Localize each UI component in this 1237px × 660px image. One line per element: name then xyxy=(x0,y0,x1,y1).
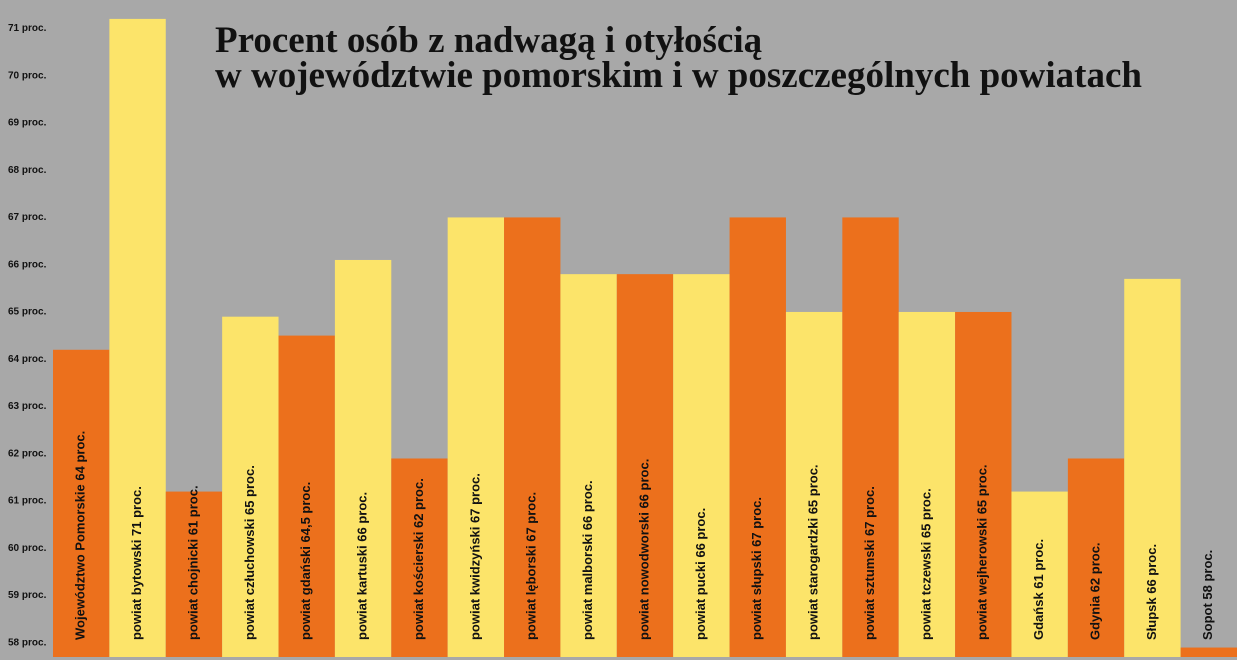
category-label: Gdynia 62 proc. xyxy=(1087,542,1102,640)
bar xyxy=(53,349,110,657)
y-tick-label: 71 proc. xyxy=(8,23,47,34)
bar xyxy=(1180,647,1237,657)
category-label: powiat pucki 66 proc. xyxy=(693,508,708,640)
bar xyxy=(391,458,448,657)
y-tick-label: 64 proc. xyxy=(8,354,47,365)
y-tick-label: 58 proc. xyxy=(8,637,47,648)
bar xyxy=(447,217,505,658)
category-label: powiat starogardzki 65 proc. xyxy=(806,464,821,640)
category-label: Słupsk 66 proc. xyxy=(1144,544,1159,640)
y-tick-label: 61 proc. xyxy=(8,496,47,507)
bar xyxy=(334,259,392,657)
y-tick-label: 67 proc. xyxy=(8,212,47,223)
bar xyxy=(616,274,674,657)
category-label: powiat kwidzyński 67 proc. xyxy=(467,473,482,640)
bar xyxy=(673,274,730,657)
bar xyxy=(222,316,279,657)
bar xyxy=(955,311,1012,657)
category-label: powiat chojnicki 61 proc. xyxy=(185,485,200,640)
y-tick-label: 63 proc. xyxy=(8,401,47,412)
y-tick-label: 65 proc. xyxy=(8,307,47,318)
category-label: powiat lęborski 67 proc. xyxy=(524,492,539,640)
y-tick-label: 66 proc. xyxy=(8,259,47,270)
category-label: powiat sztumski 67 proc. xyxy=(862,486,877,640)
chart-title: Procent osób z nadwagą i otyłością xyxy=(215,20,762,61)
bar xyxy=(1124,278,1181,657)
y-tick-label: 68 proc. xyxy=(8,165,47,176)
bar xyxy=(165,491,223,657)
category-label: powiat malborski 66 proc. xyxy=(580,480,595,640)
bar xyxy=(560,274,617,657)
y-tick-label: 59 proc. xyxy=(8,590,47,601)
category-label: powiat kościerski 62 proc. xyxy=(411,478,426,640)
category-label: powiat człuchowski 65 proc. xyxy=(242,465,257,640)
category-label: powiat kartuski 66 proc. xyxy=(355,492,370,640)
category-label: powiat bytowski 71 proc. xyxy=(129,486,144,640)
bar xyxy=(1011,491,1068,657)
category-label: Gdańsk 61 proc. xyxy=(1031,539,1046,640)
bar xyxy=(785,311,843,657)
bar xyxy=(109,18,166,657)
category-label: powiat tczewski 65 proc. xyxy=(918,488,933,640)
bar xyxy=(898,311,956,657)
category-label: Sopot 58 proc. xyxy=(1200,550,1215,640)
bar xyxy=(1067,458,1125,657)
category-label: Województwo Pomorskie 64 proc. xyxy=(73,431,88,640)
y-tick-label: 70 proc. xyxy=(8,70,47,81)
bar xyxy=(842,217,899,658)
category-label: powiat gdański 64,5 proc. xyxy=(298,482,313,640)
category-label: powiat nowodworski 66 proc. xyxy=(636,459,651,640)
chart-title: w województwie pomorskim i w poszczególn… xyxy=(215,55,1142,96)
bar xyxy=(278,335,335,657)
bar xyxy=(729,217,786,658)
y-tick-label: 60 proc. xyxy=(8,543,47,554)
category-label: powiat wejherowski 65 proc. xyxy=(975,464,990,640)
category-label: powiat słupski 67 proc. xyxy=(749,497,764,640)
y-tick-label: 62 proc. xyxy=(8,448,47,459)
y-tick-label: 69 proc. xyxy=(8,118,47,129)
bar xyxy=(504,217,561,658)
